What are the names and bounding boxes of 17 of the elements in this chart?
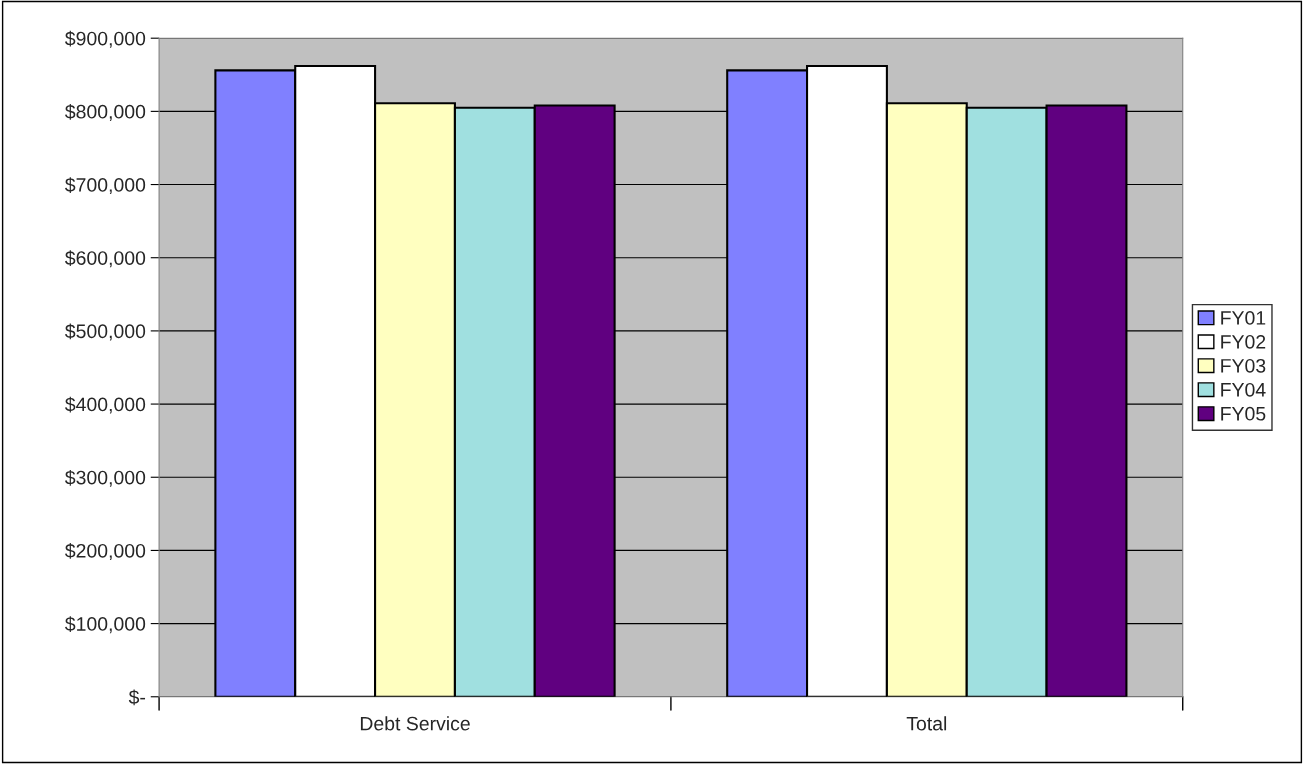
- y-tick-label: $100,000: [65, 616, 146, 634]
- y-tick-label: $400,000: [65, 396, 146, 414]
- y-tick-label: $-: [128, 689, 146, 706]
- y-tick-label: $600,000: [65, 250, 146, 268]
- x-tick-label: Debt Service: [360, 716, 470, 731]
- legend-label: FY05: [1221, 406, 1266, 421]
- y-tick-label: $700,000: [65, 177, 146, 195]
- y-tick-label: $500,000: [65, 323, 146, 341]
- legend-label: FY02: [1221, 334, 1266, 349]
- legend-label: FY03: [1221, 358, 1266, 373]
- y-tick-label: $900,000: [65, 30, 146, 48]
- legend-label: FY04: [1221, 382, 1266, 397]
- y-tick-label: $800,000: [65, 104, 146, 121]
- legend-label: FY01: [1221, 311, 1266, 325]
- x-tick-label: Total: [906, 716, 947, 731]
- y-tick-label: $300,000: [65, 469, 146, 487]
- y-tick-label: $200,000: [65, 543, 146, 560]
